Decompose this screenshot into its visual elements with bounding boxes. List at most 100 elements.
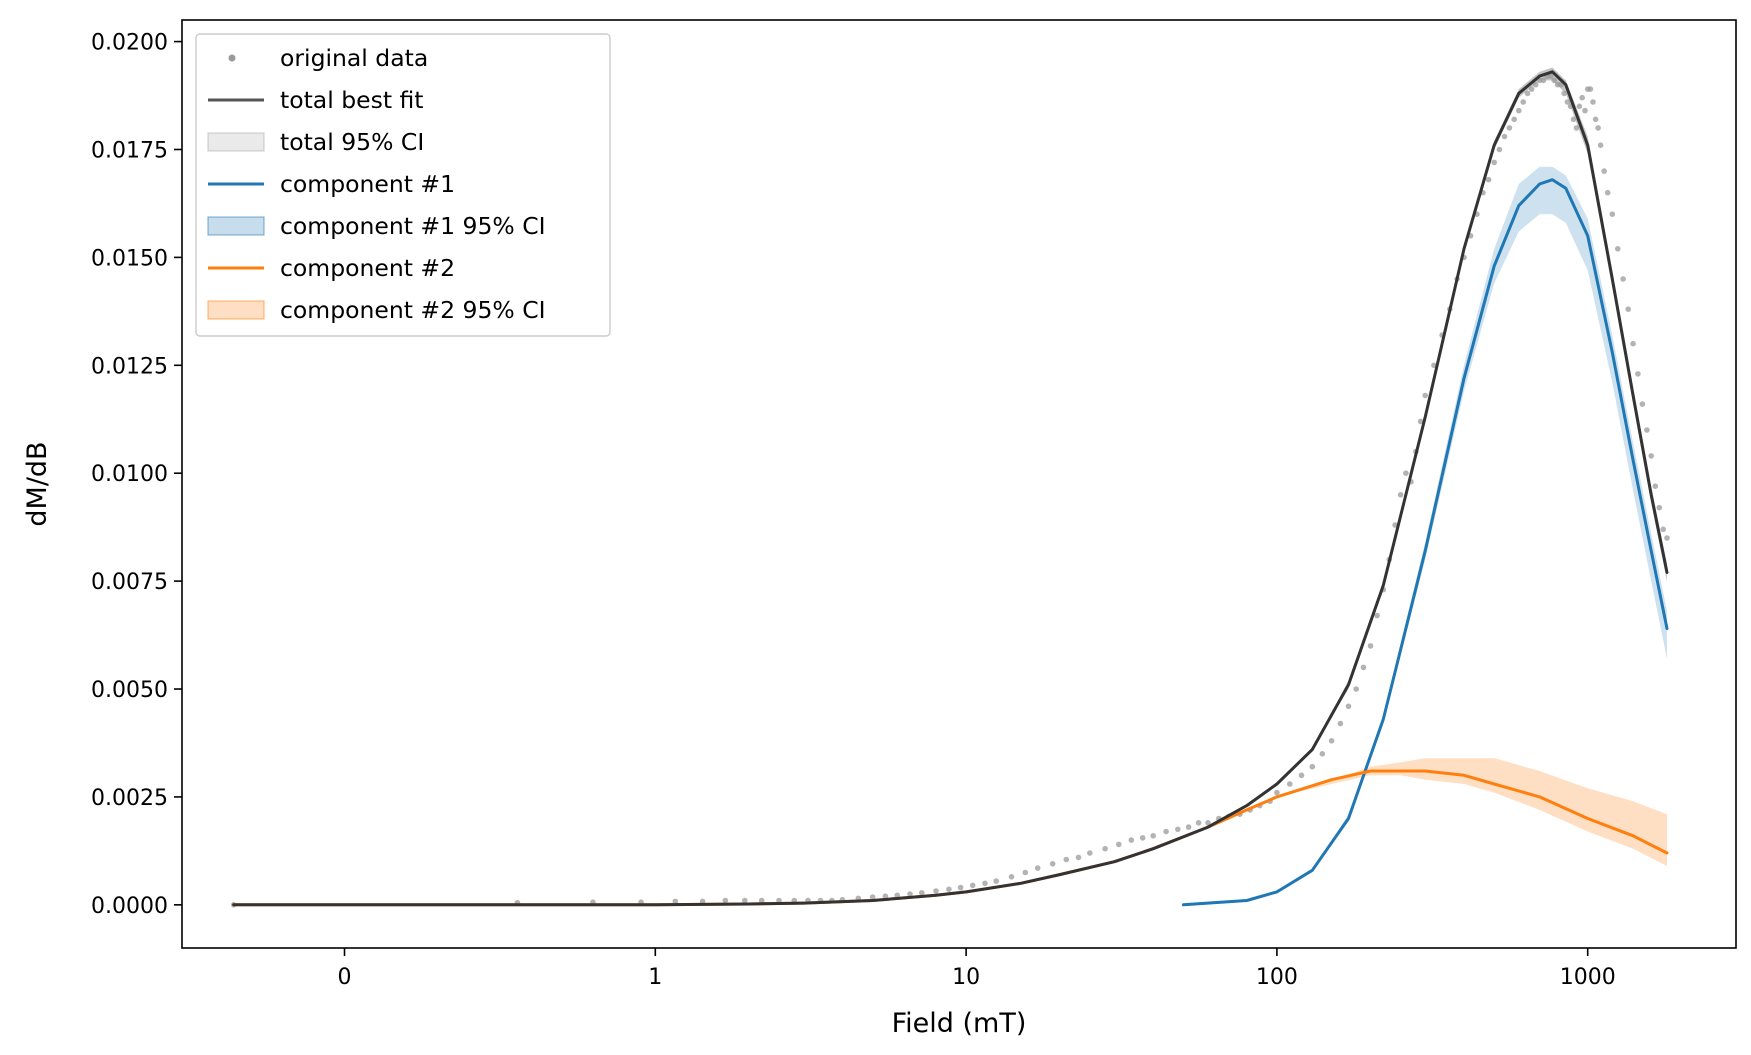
y-tick-label: 0.0150 bbox=[91, 246, 168, 271]
data-point bbox=[1422, 392, 1428, 399]
data-point bbox=[1635, 371, 1641, 377]
confidence-bands bbox=[233, 67, 1668, 905]
y-tick-label: 0.0025 bbox=[91, 786, 168, 811]
data-point bbox=[1116, 841, 1122, 848]
data-point bbox=[993, 878, 999, 884]
data-point bbox=[1579, 94, 1585, 101]
data-point bbox=[1532, 81, 1539, 88]
data-point bbox=[1205, 820, 1211, 826]
data-point bbox=[1660, 526, 1666, 533]
data-point bbox=[1274, 789, 1280, 796]
data-point bbox=[1609, 211, 1616, 217]
x-tick-label: 10 bbox=[952, 965, 980, 990]
plot-frame bbox=[181, 19, 1737, 949]
data-point bbox=[1287, 781, 1293, 787]
data-point bbox=[1625, 306, 1631, 313]
legend-label: component #1 95% CI bbox=[280, 212, 546, 240]
component-2-ci-band bbox=[233, 758, 1668, 905]
data-point bbox=[1022, 869, 1029, 876]
data-point bbox=[869, 894, 876, 900]
data-point bbox=[1485, 176, 1492, 183]
data-point bbox=[1360, 664, 1367, 671]
data-point bbox=[1652, 483, 1659, 490]
component-1-line bbox=[1181, 178, 1669, 907]
data-point bbox=[1298, 772, 1305, 779]
data-point bbox=[1337, 720, 1344, 727]
legend: original data total best fit total 95% CI c… bbox=[195, 33, 611, 337]
x-axis-title: Field (mT) bbox=[892, 1008, 1027, 1039]
data-point bbox=[1328, 738, 1335, 744]
y-axis-title: dM/dB bbox=[22, 441, 53, 526]
data-point bbox=[1590, 99, 1596, 105]
fit-lines bbox=[232, 70, 1669, 907]
data-point bbox=[1551, 77, 1557, 84]
y-tick-label: 0.0000 bbox=[91, 894, 168, 919]
x-tick-label: 0 bbox=[338, 965, 352, 990]
data-point bbox=[1163, 828, 1169, 835]
legend-label: total 95% CI bbox=[280, 128, 424, 156]
legend-label: component #1 bbox=[280, 170, 455, 198]
data-point bbox=[1319, 751, 1326, 757]
data-point bbox=[1592, 116, 1599, 123]
data-point bbox=[1604, 189, 1611, 196]
data-point bbox=[1524, 90, 1531, 97]
data-point bbox=[957, 884, 964, 891]
data-point bbox=[1520, 99, 1526, 105]
data-point bbox=[1620, 276, 1626, 282]
legend-label: total best fit bbox=[280, 86, 424, 114]
data-point bbox=[1049, 861, 1056, 867]
data-point bbox=[1063, 856, 1070, 863]
legend-label: component #2 bbox=[280, 254, 455, 282]
data-point bbox=[969, 882, 976, 889]
legend-label: component #2 95% CI bbox=[280, 296, 546, 324]
data-point bbox=[1345, 703, 1352, 710]
data-point bbox=[1397, 492, 1404, 498]
data-point bbox=[672, 898, 679, 905]
data-point bbox=[1367, 643, 1374, 649]
data-point bbox=[1656, 504, 1663, 511]
data-point bbox=[1506, 125, 1513, 131]
x-axis: 0 1 10 100 1000 bbox=[338, 948, 1616, 990]
legend-box bbox=[195, 33, 611, 337]
data-point bbox=[1573, 125, 1580, 131]
legend-marker bbox=[228, 54, 236, 62]
data-point bbox=[1547, 73, 1554, 79]
data-point bbox=[742, 897, 748, 904]
data-point bbox=[1075, 854, 1082, 861]
data-point bbox=[882, 893, 889, 899]
data-point bbox=[1664, 535, 1670, 541]
y-tick-label: 0.0200 bbox=[91, 31, 168, 56]
data-point bbox=[1353, 686, 1359, 692]
data-point bbox=[1185, 824, 1192, 830]
legend-patch bbox=[207, 300, 265, 320]
data-point bbox=[1102, 845, 1108, 852]
data-point bbox=[1595, 125, 1601, 131]
data-point bbox=[1540, 77, 1547, 84]
data-point bbox=[1374, 612, 1380, 619]
data-point bbox=[1564, 99, 1571, 105]
x-tick-label: 100 bbox=[1256, 965, 1298, 990]
data-point bbox=[1644, 427, 1650, 433]
data-point bbox=[933, 888, 939, 894]
y-axis: 0.0000 0.0025 0.0050 0.0075 0.0100 0.0125 0.01… bbox=[91, 31, 182, 919]
x-tick-label: 1 bbox=[648, 965, 662, 990]
data-point bbox=[946, 886, 952, 893]
data-point bbox=[1576, 103, 1583, 110]
data-point bbox=[1570, 116, 1577, 123]
data-point bbox=[907, 891, 913, 897]
y-tick-label: 0.0050 bbox=[91, 678, 168, 703]
legend-label: original data bbox=[280, 44, 428, 72]
data-point bbox=[1516, 107, 1522, 114]
data-point bbox=[982, 880, 988, 887]
data-point bbox=[1630, 340, 1636, 347]
data-point bbox=[1491, 159, 1497, 166]
data-point bbox=[1139, 835, 1146, 841]
data-point bbox=[1034, 865, 1041, 871]
data-point bbox=[1597, 142, 1604, 148]
data-point bbox=[1587, 86, 1594, 92]
data-point bbox=[1008, 874, 1015, 880]
data-point bbox=[1561, 90, 1567, 97]
y-tick-label: 0.0075 bbox=[91, 570, 168, 595]
data-point bbox=[1601, 168, 1607, 174]
